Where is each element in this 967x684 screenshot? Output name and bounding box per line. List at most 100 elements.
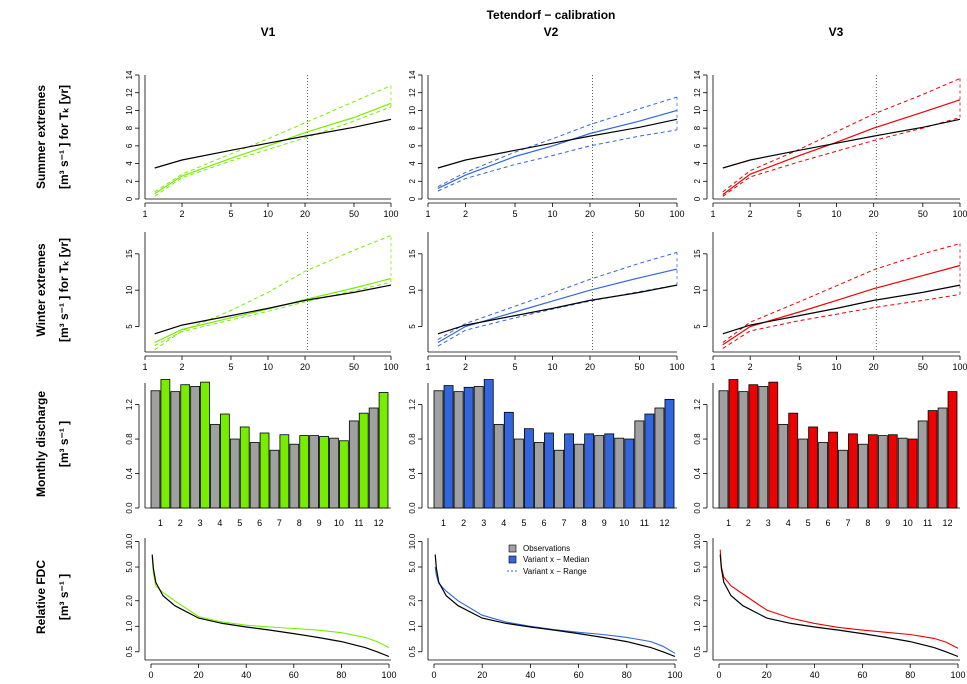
x-tick-label: 50 <box>635 362 645 372</box>
x-tick-label: 100 <box>952 209 967 219</box>
x-tick-label: 5 <box>521 518 526 528</box>
x-tick-label: 20 <box>477 670 487 680</box>
range-upper-line <box>154 85 392 193</box>
x-tick-label: 100 <box>667 670 682 680</box>
y-tick-label: 0.5 <box>408 646 417 658</box>
y-tick-label: 10.0 <box>693 533 702 549</box>
y-tick-label: 4 <box>693 161 702 166</box>
range-lower-line <box>722 117 961 197</box>
y-tick-label: 10 <box>125 285 134 294</box>
x-tick-label: 50 <box>635 209 645 219</box>
bar-variant <box>544 432 554 509</box>
x-tick-label: 1 <box>710 209 715 219</box>
y-tick-label: 6 <box>693 143 702 148</box>
bar-variant <box>644 413 655 509</box>
variant-fdc-line <box>719 549 959 649</box>
bar-observed <box>897 437 908 509</box>
x-tick-label: 4 <box>786 518 791 528</box>
x-tick-label: 80 <box>336 670 346 680</box>
bar-observed <box>594 435 605 509</box>
x-tick-label: 5 <box>237 518 242 528</box>
x-tick-label: 4 <box>217 518 222 528</box>
y-tick-label: 12 <box>408 88 417 97</box>
bar-variant <box>828 431 838 509</box>
y-tick-label: 0.5 <box>693 646 702 658</box>
y-tick-label: 14 <box>408 70 417 79</box>
x-tick-label: 0 <box>148 670 153 680</box>
x-tick-label: 2 <box>463 209 468 219</box>
bar-observed <box>798 438 809 509</box>
observations-fdc-line <box>719 554 959 658</box>
row-label-monthly-line2: [m³ s⁻¹ ] <box>57 421 71 467</box>
bar-variant <box>463 386 474 509</box>
y-tick-label: 0.4 <box>693 467 702 479</box>
x-tick-label: 80 <box>622 670 632 680</box>
x-tick-label: 10 <box>263 362 273 372</box>
panel-monthly-v2: 0.00.40.81.21 2 3 4 5 6 7 8 9 10 11 12 <box>408 379 677 528</box>
x-tick-label: 5 <box>797 362 802 372</box>
legend-median-swatch <box>508 555 517 564</box>
y-tick-label: 10 <box>693 105 702 114</box>
bar-variant <box>319 436 329 509</box>
bar-variant <box>220 413 230 509</box>
y-tick-label: 6 <box>408 143 417 148</box>
observations-line <box>154 118 392 169</box>
median-line <box>154 102 392 195</box>
row-label-monthly-line1: Monthly discharge <box>34 391 48 497</box>
figure-title: Tetendorf − calibration <box>487 8 616 22</box>
y-tick-label: 10.0 <box>125 533 134 549</box>
row-label-winter-line2: [m³ s⁻¹ ] for Tₖ [yr] <box>57 238 71 342</box>
y-tick-label: 12 <box>693 88 702 97</box>
bar-variant <box>887 434 898 509</box>
y-tick-label: 12 <box>125 88 134 97</box>
bar-observed <box>150 390 161 509</box>
x-tick-label: 20 <box>762 670 772 680</box>
y-tick-label: 14 <box>693 70 702 79</box>
y-tick-label: 0.4 <box>408 467 417 479</box>
row-label-fdc-line1: Relative FDC <box>34 560 48 634</box>
x-tick-label: 20 <box>869 209 879 219</box>
bar-observed <box>718 390 729 509</box>
bar-variant <box>604 433 615 509</box>
bar-variant <box>279 434 290 509</box>
bar-variant <box>358 412 369 509</box>
x-tick-label: 20 <box>194 670 204 680</box>
x-tick-label: 1 <box>425 209 430 219</box>
bar-variant <box>947 391 958 509</box>
x-tick-label: 20 <box>300 362 310 372</box>
x-tick-label: 0 <box>716 670 721 680</box>
bar-observed <box>309 435 319 509</box>
bar-observed <box>513 438 524 509</box>
bar-variant <box>768 381 779 509</box>
panel-monthly-v1: 0.00.40.81.21 2 3 4 5 6 7 8 9 10 11 12 <box>125 379 391 528</box>
x-tick-label: 3 <box>766 518 771 528</box>
bar-observed <box>368 407 379 509</box>
observations-fdc-line <box>151 554 390 658</box>
bar-variant <box>907 438 918 509</box>
y-tick-label: 5.0 <box>125 561 134 573</box>
x-tick-label: 5 <box>228 362 233 372</box>
bar-observed <box>778 423 789 509</box>
y-tick-label: 4 <box>408 161 417 166</box>
bar-observed <box>493 423 504 509</box>
x-tick-label: 1 <box>441 518 446 528</box>
variant-fdc-line <box>151 557 390 649</box>
legend-observations-swatch <box>508 544 517 553</box>
x-tick-label: 100 <box>669 209 684 219</box>
x-tick-label: 11 <box>923 518 932 528</box>
median-line <box>722 264 961 346</box>
range-lower-line <box>437 129 678 192</box>
x-tick-label: 12 <box>374 518 384 528</box>
x-tick-label: 7 <box>562 518 567 528</box>
y-tick-label: 15 <box>125 249 134 258</box>
bar-observed <box>758 386 769 509</box>
x-tick-label: 12 <box>943 518 953 528</box>
x-tick-label: 20 <box>869 362 879 372</box>
y-tick-label: 2 <box>125 179 134 184</box>
x-tick-label: 9 <box>317 518 322 528</box>
y-tick-label: 8 <box>693 125 702 130</box>
bar-variant <box>564 433 574 509</box>
